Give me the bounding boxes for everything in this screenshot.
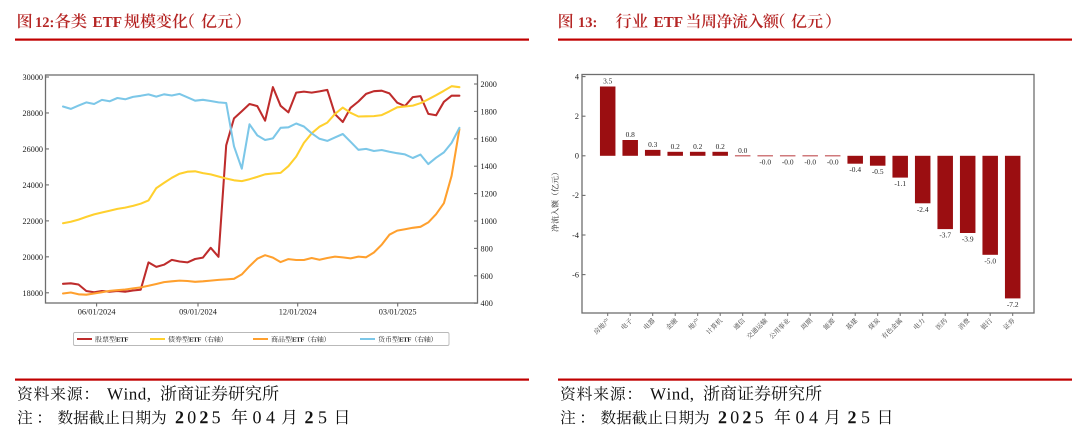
svg-text:0.0: 0.0 (738, 146, 748, 155)
svg-text:-2.4: -2.4 (917, 205, 929, 214)
svg-text:06/01/2024: 06/01/2024 (78, 308, 117, 317)
svg-text:-0.0: -0.0 (827, 157, 839, 166)
svg-text:-4: -4 (572, 231, 579, 240)
svg-text:28000: 28000 (23, 109, 43, 118)
svg-text:18000: 18000 (23, 289, 43, 298)
svg-text:-3.9: -3.9 (962, 235, 974, 244)
svg-text:30000: 30000 (23, 73, 43, 82)
svg-text:2: 2 (575, 112, 579, 121)
svg-text:24000: 24000 (23, 181, 43, 190)
svg-text:4: 4 (575, 72, 579, 81)
svg-text:12/01/2024: 12/01/2024 (279, 308, 318, 317)
svg-text:-3.7: -3.7 (939, 231, 951, 240)
svg-text:-0.0: -0.0 (759, 157, 771, 166)
svg-text:26000: 26000 (23, 145, 43, 154)
svg-text:1400: 1400 (481, 162, 497, 171)
svg-text:-5.0: -5.0 (984, 256, 996, 265)
svg-text:1600: 1600 (481, 135, 497, 144)
svg-text:-2: -2 (572, 191, 579, 200)
svg-text:-0.4: -0.4 (849, 165, 861, 174)
svg-text:800: 800 (481, 244, 493, 253)
svg-text:1800: 1800 (481, 107, 497, 116)
svg-text:0.2: 0.2 (716, 142, 726, 151)
svg-text:22000: 22000 (23, 217, 43, 226)
svg-text:20000: 20000 (23, 253, 43, 262)
svg-text:0.2: 0.2 (671, 142, 681, 151)
svg-text:0.3: 0.3 (648, 140, 658, 149)
svg-text:03/01/2025: 03/01/2025 (379, 308, 417, 317)
svg-text:0.8: 0.8 (626, 130, 636, 139)
svg-text:09/01/2024: 09/01/2024 (179, 308, 218, 317)
svg-text:0: 0 (575, 152, 579, 161)
svg-text:-0.0: -0.0 (804, 157, 816, 166)
svg-text:1200: 1200 (481, 190, 497, 199)
svg-text:-0.5: -0.5 (872, 167, 884, 176)
svg-text:0.2: 0.2 (693, 142, 703, 151)
svg-text:600: 600 (481, 272, 493, 281)
svg-text:2000: 2000 (481, 80, 497, 89)
svg-text:-1.1: -1.1 (894, 179, 906, 188)
svg-text:-0.0: -0.0 (782, 157, 794, 166)
svg-text:3.5: 3.5 (603, 77, 613, 86)
svg-text:1000: 1000 (481, 217, 497, 226)
svg-text:400: 400 (481, 299, 493, 308)
svg-text:-6: -6 (572, 270, 579, 279)
svg-text:-7.2: -7.2 (1007, 300, 1019, 309)
